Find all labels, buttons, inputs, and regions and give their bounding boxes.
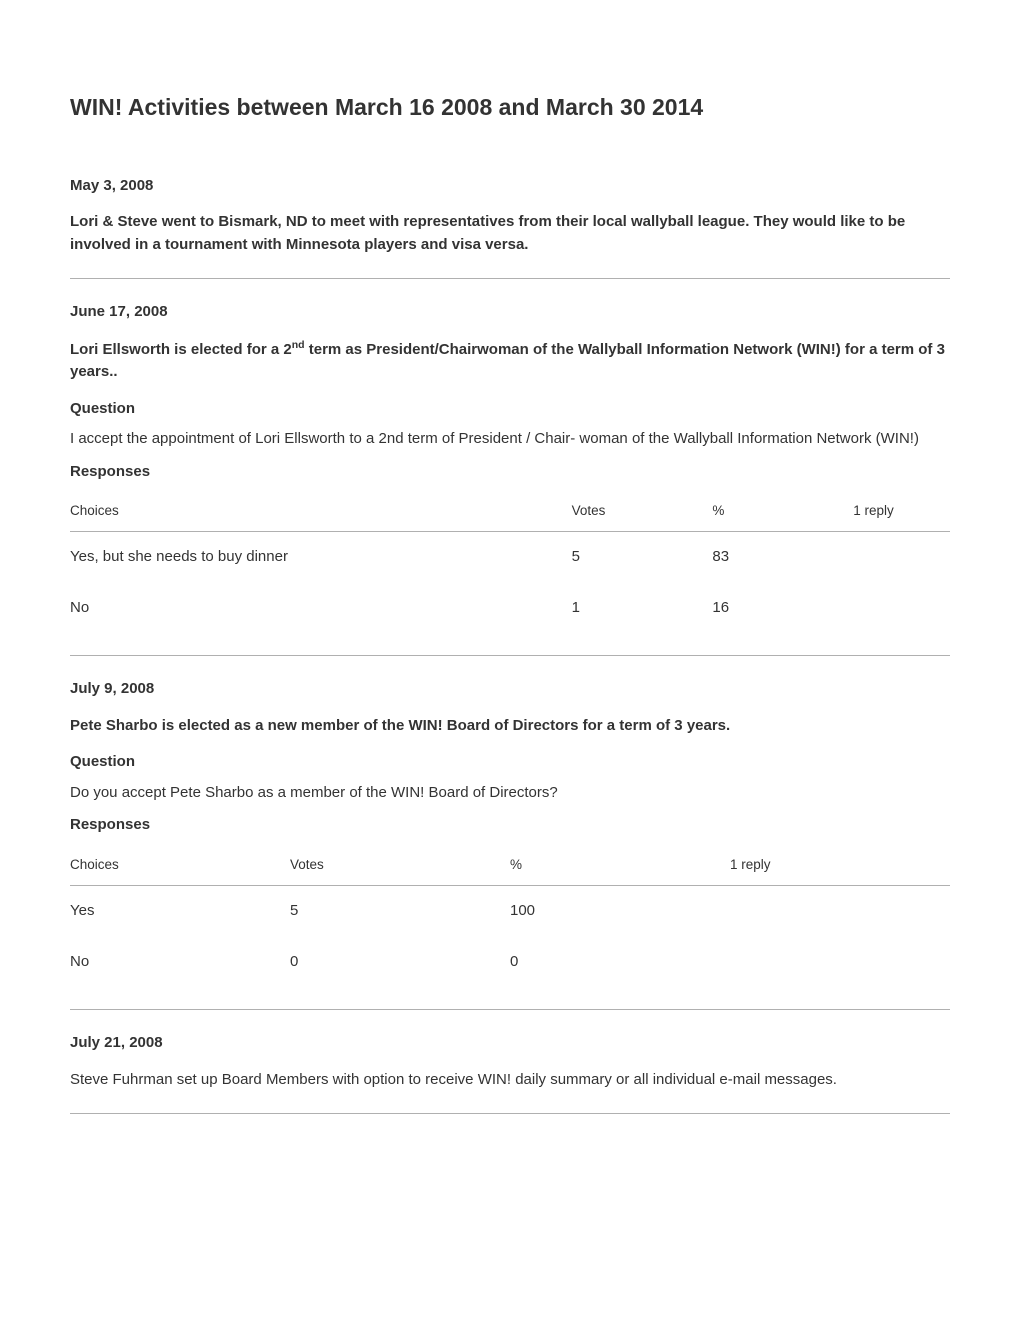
table-header-row: Choices Votes % 1 reply (70, 845, 950, 886)
col-header: 1 reply (853, 491, 950, 532)
cell-percent: 100 (510, 886, 730, 937)
entry-july-9-2008: July 9, 2008 Pete Sharbo is elected as a… (70, 678, 950, 987)
entry-date: June 17, 2008 (70, 301, 950, 324)
col-header: Choices (70, 845, 290, 886)
entry-date: July 9, 2008 (70, 678, 950, 701)
col-header: Choices (70, 491, 572, 532)
cell-choice: Yes, but she needs to buy dinner (70, 532, 572, 583)
responses-table: Choices Votes % 1 reply Yes, but she nee… (70, 491, 950, 633)
col-header: % (510, 845, 730, 886)
cell-reply (853, 583, 950, 634)
table-row: Yes 5 100 (70, 886, 950, 937)
entry-body: Steve Fuhrman set up Board Members with … (70, 1069, 950, 1092)
cell-choice: Yes (70, 886, 290, 937)
entry-may-3-2008: May 3, 2008 Lori & Steve went to Bismark… (70, 175, 950, 257)
col-header: % (712, 491, 853, 532)
cell-choice: No (70, 583, 572, 634)
lead-superscript: nd (292, 339, 305, 351)
entry-lead: Pete Sharbo is elected as a new member o… (70, 715, 950, 738)
divider (70, 655, 950, 656)
entry-lead: Lori & Steve went to Bismark, ND to meet… (70, 211, 950, 256)
question-text: I accept the appointment of Lori Ellswor… (70, 428, 950, 451)
cell-percent: 0 (510, 937, 730, 988)
cell-percent: 83 (712, 532, 853, 583)
col-header: Votes (572, 491, 713, 532)
cell-reply (730, 937, 950, 988)
cell-choice: No (70, 937, 290, 988)
col-header: Votes (290, 845, 510, 886)
col-header: 1 reply (730, 845, 950, 886)
cell-votes: 5 (572, 532, 713, 583)
cell-votes: 5 (290, 886, 510, 937)
entry-date: May 3, 2008 (70, 175, 950, 198)
cell-votes: 0 (290, 937, 510, 988)
cell-reply (853, 532, 950, 583)
divider (70, 1009, 950, 1010)
table-row: Yes, but she needs to buy dinner 5 83 (70, 532, 950, 583)
entry-june-17-2008: June 17, 2008 Lori Ellsworth is elected … (70, 301, 950, 633)
lead-pre: Lori Ellsworth is elected for a 2 (70, 341, 292, 358)
table-header-row: Choices Votes % 1 reply (70, 491, 950, 532)
responses-label: Responses (70, 461, 950, 484)
table-row: No 0 0 (70, 937, 950, 988)
divider (70, 278, 950, 279)
entry-july-21-2008: July 21, 2008 Steve Fuhrman set up Board… (70, 1032, 950, 1091)
divider (70, 1113, 950, 1114)
question-label: Question (70, 398, 950, 421)
cell-reply (730, 886, 950, 937)
entry-date: July 21, 2008 (70, 1032, 950, 1055)
responses-label: Responses (70, 814, 950, 837)
question-text: Do you accept Pete Sharbo as a member of… (70, 782, 950, 805)
cell-percent: 16 (712, 583, 853, 634)
table-row: No 1 16 (70, 583, 950, 634)
question-label: Question (70, 751, 950, 774)
page-title: WIN! Activities between March 16 2008 an… (70, 90, 950, 125)
responses-table: Choices Votes % 1 reply Yes 5 100 No 0 0 (70, 845, 950, 987)
entry-lead: Lori Ellsworth is elected for a 2nd term… (70, 338, 950, 384)
cell-votes: 1 (572, 583, 713, 634)
